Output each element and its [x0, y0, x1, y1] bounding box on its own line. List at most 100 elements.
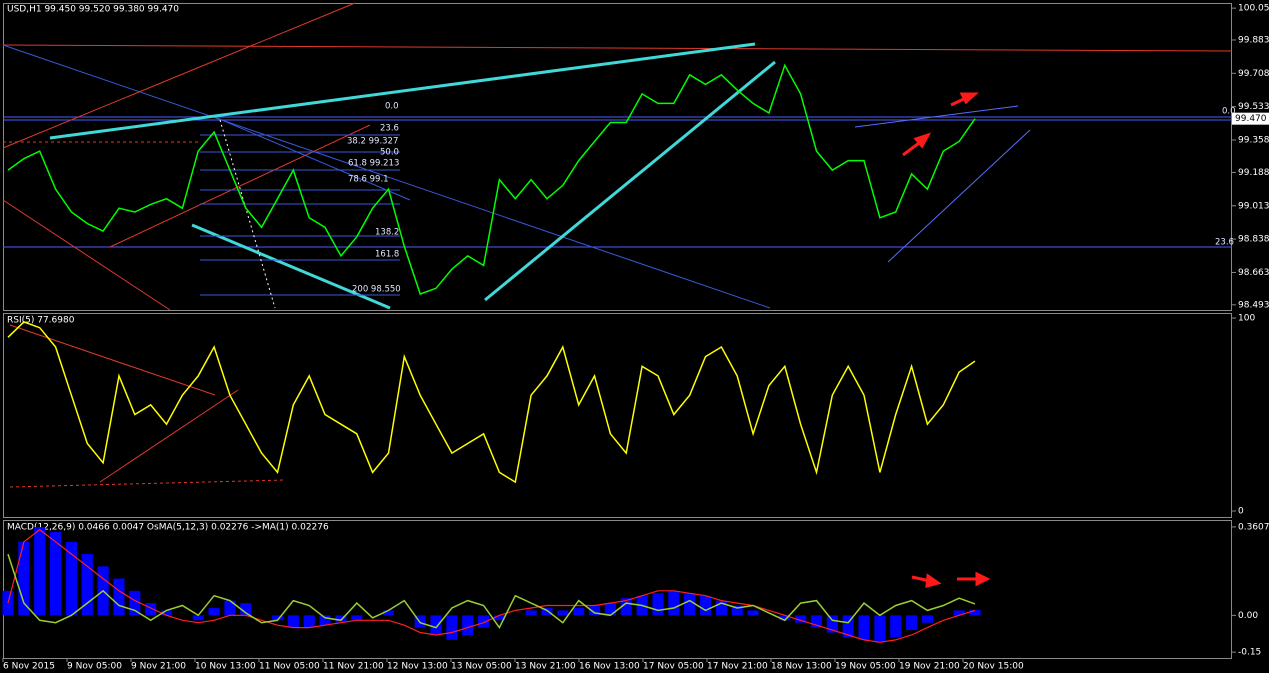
histogram-bar	[604, 603, 616, 616]
histogram-bar	[779, 615, 791, 621]
x-tick-label: 17 Nov 21:00	[707, 662, 768, 672]
resistance-line	[2, 44, 1233, 52]
histogram-bar	[129, 590, 141, 616]
x-tick-label: 9 Nov 21:00	[131, 662, 186, 672]
rsi-frame	[3, 313, 1232, 518]
histogram-bar	[65, 541, 77, 616]
y-tick-label: 99.188	[1238, 168, 1269, 178]
histogram-bar	[145, 603, 157, 616]
histogram-bar	[303, 615, 315, 628]
price-box	[1232, 112, 1269, 125]
channel-line	[2, 199, 171, 311]
y-tick-label: 0.3607	[1238, 522, 1269, 532]
y-tick-label: 99.883	[1238, 35, 1269, 45]
macd-title: MACD(12,26,9) 0.0466 0.0047 OsMA(5,12,3)…	[7, 523, 329, 533]
y-tick-label: 99.533	[1238, 102, 1269, 112]
histogram-bar	[50, 532, 62, 616]
histogram-bar	[731, 605, 743, 616]
x-tick-label: 19 Nov 05:00	[835, 662, 896, 672]
channel-line	[2, 2, 356, 149]
histogram-bar	[382, 610, 395, 616]
histogram-bar	[525, 610, 537, 616]
histogram-bar	[969, 609, 981, 616]
trend-line	[2, 44, 771, 309]
drawings	[2, 2, 1233, 589]
y-tick-label: 99.708	[1238, 69, 1269, 79]
histogram-bar	[858, 615, 870, 640]
fibo-label: 23.6	[380, 124, 399, 134]
histogram-bar	[620, 598, 632, 616]
arrows	[902, 92, 991, 589]
rsi-trend	[99, 389, 239, 483]
histogram-bar	[668, 590, 680, 616]
x-tick-label: 18 Nov 13:00	[771, 662, 832, 672]
main-title: USD,H1 99.450 99.520 99.380 99.470	[7, 5, 179, 15]
histogram-bar	[652, 593, 664, 616]
histogram-bar	[684, 593, 696, 616]
histogram-bar	[271, 615, 284, 621]
x-tick-label: 9 Nov 05:00	[67, 662, 122, 672]
fibo-label: 50.0	[380, 148, 399, 158]
fibo-label: 61.8 99.213	[348, 159, 399, 169]
histogram-bar	[588, 605, 601, 616]
histogram-bar	[541, 607, 553, 616]
histogram-bar	[699, 595, 712, 616]
x-tick-label: 11 Nov 05:00	[259, 662, 320, 672]
rsi-support	[9, 479, 286, 488]
histogram-bar	[921, 615, 933, 623]
histogram-bar	[351, 615, 363, 621]
histogram-bar	[715, 600, 727, 616]
histogram-bar	[826, 615, 838, 633]
x-tick-label: 20 Nov 15:00	[963, 662, 1024, 672]
wedge-line	[854, 105, 1019, 128]
signal-line	[7, 528, 976, 643]
histogram-bar	[192, 615, 204, 621]
x-tick-label: 11 Nov 21:00	[323, 662, 384, 672]
y-tick-label: 98.663	[1238, 268, 1269, 278]
x-tick-label: 13 Nov 05:00	[451, 662, 512, 672]
main-frame	[3, 3, 1232, 311]
histogram-bar	[34, 527, 46, 616]
x-tick-label: 13 Nov 21:00	[515, 662, 576, 672]
fibo-label: 0.0	[1222, 107, 1236, 117]
histogram-bar	[224, 600, 236, 616]
fibo-label: 38.2 99.327	[347, 137, 398, 147]
trend-line	[49, 42, 756, 140]
y-tick-label: 0	[1238, 507, 1244, 517]
histogram-bar	[240, 603, 252, 616]
macd-frame	[3, 520, 1232, 659]
x-tick-label: 19 Nov 21:00	[899, 662, 960, 672]
y-tick-label: 98.838	[1238, 235, 1269, 245]
fibo-label: 0.0	[385, 102, 399, 112]
trend-line	[191, 223, 391, 310]
y-tick-label: 100.05	[1238, 4, 1269, 14]
histogram-bar	[747, 610, 759, 616]
fibo-label: 200 98.550	[352, 285, 401, 295]
macd-line	[7, 553, 976, 630]
x-tick-label: 10 Nov 13:00	[195, 662, 256, 672]
panel-frames	[3, 3, 1232, 659]
price-label: 99.470	[1235, 114, 1267, 124]
histogram-bar	[573, 607, 585, 616]
rsi-trend	[9, 324, 216, 396]
histogram-bar	[113, 578, 125, 616]
x-tick-label: 6 Nov 2015	[3, 662, 55, 672]
fibo-label: 78.6 99.1	[348, 175, 389, 185]
x-tick-label: 16 Nov 13:00	[579, 662, 640, 672]
histogram-bar	[874, 615, 886, 643]
y-tick-label: 100	[1238, 314, 1255, 324]
price-line	[7, 321, 976, 484]
histogram-bar	[953, 610, 965, 616]
fibo-levels	[200, 134, 400, 296]
histogram-bar	[287, 615, 299, 628]
histogram-bar	[462, 615, 474, 635]
trend-line	[209, 114, 411, 201]
histogram-bar	[430, 615, 442, 635]
histogram-bar	[890, 615, 902, 638]
histogram-bar	[446, 615, 458, 640]
histogram-bar	[319, 615, 331, 626]
histogram-bar	[906, 615, 918, 631]
fibo-label: 138.2	[375, 228, 399, 238]
